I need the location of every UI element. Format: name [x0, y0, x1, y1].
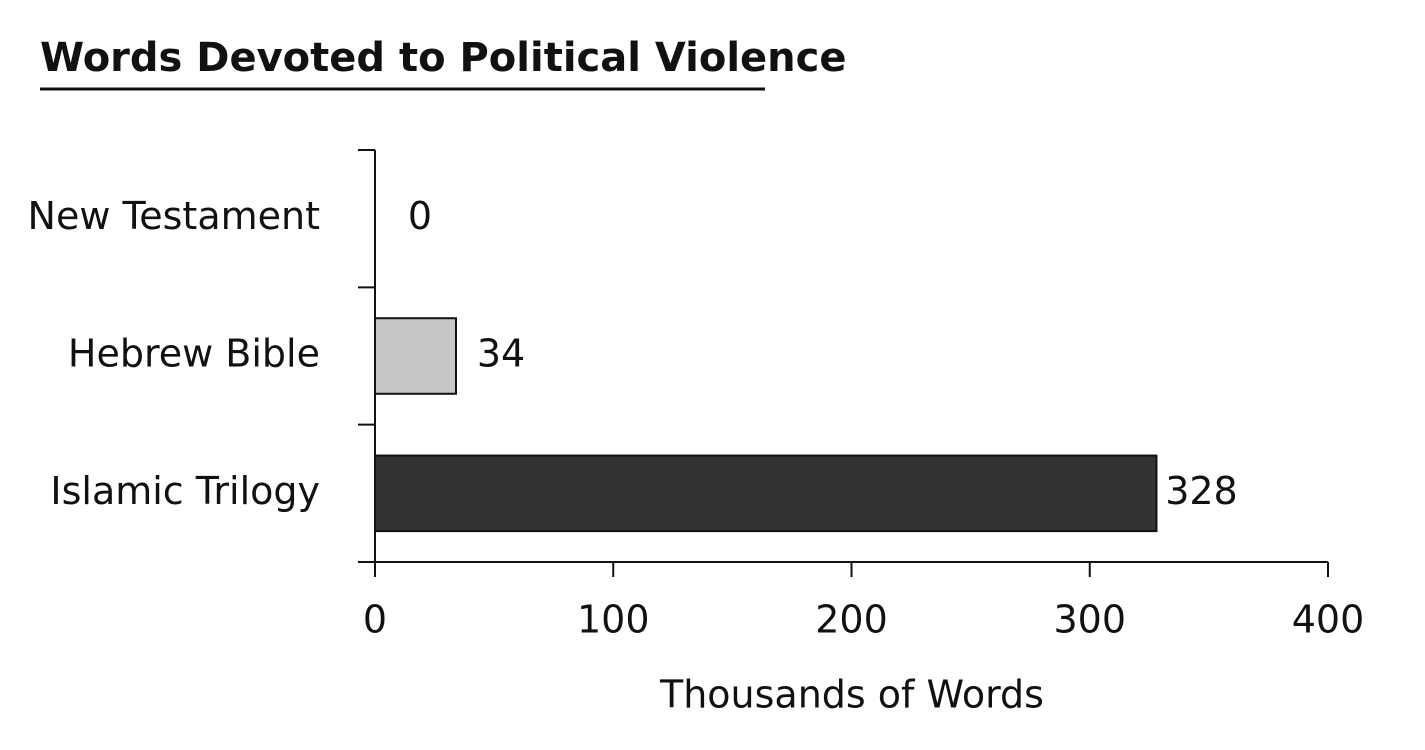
bar [374, 454, 1158, 533]
bar [374, 317, 458, 395]
y-tick-label: Islamic Trilogy [50, 469, 320, 513]
x-axis-label: Thousands of Words [659, 673, 1044, 717]
value-label: 0 [408, 194, 432, 238]
x-tick-label: 400 [1292, 598, 1365, 642]
x-tick-label: 0 [363, 598, 387, 642]
y-tick-label: New Testament [28, 194, 320, 238]
x-tick-label: 300 [1053, 598, 1126, 642]
y-tick-label: Hebrew Bible [68, 332, 320, 376]
value-label: 34 [477, 332, 525, 376]
value-label: 328 [1165, 469, 1238, 513]
chart-title: Words Devoted to Political Violence [40, 35, 846, 81]
x-tick-label: 100 [577, 598, 650, 642]
x-tick-label: 200 [815, 598, 888, 642]
